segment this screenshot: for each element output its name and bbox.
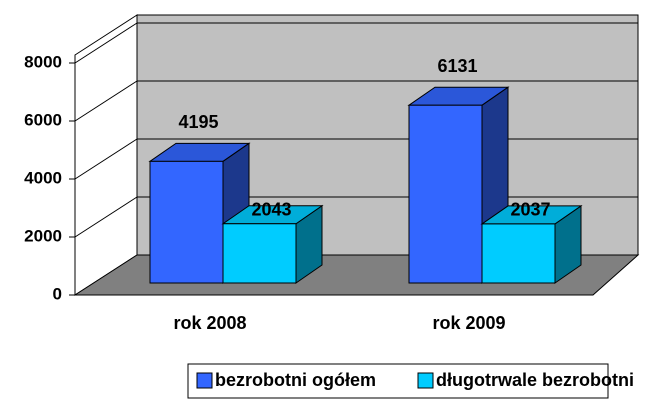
y-tick-label: 8000 [24,52,62,71]
legend-label: bezrobotni ogółem [215,370,376,390]
x-tick-label: rok 2009 [432,313,505,333]
bars [148,86,583,284]
legend [187,363,609,399]
grid-line [74,138,138,180]
legend-label: długotrwale bezrobotni [436,370,634,390]
bar [481,223,556,284]
data-label: 2043 [251,200,291,220]
labels: 0 2000 4000 6000 8000 4195 2043 rok 2008 6131 203… [24,52,550,332]
data-label: 4195 [178,112,218,132]
grid-line [74,196,138,238]
y-tick-label: 0 [53,284,62,303]
grid-line [74,80,138,122]
data-label: 6131 [437,56,477,76]
bar [222,223,297,284]
y-tick-label: 2000 [24,226,62,245]
bar [149,160,224,284]
y-tick-label: 4000 [24,168,62,187]
legend-swatch [417,372,434,389]
data-label: 2037 [510,200,550,220]
x-tick-label: rok 2008 [173,313,246,333]
grid-line [74,22,138,64]
y-tick-label: 6000 [24,110,62,129]
legend-items: bezrobotni ogółem długotrwale bezrobotni [196,370,634,390]
bar [408,104,483,284]
legend-swatch [196,372,213,389]
